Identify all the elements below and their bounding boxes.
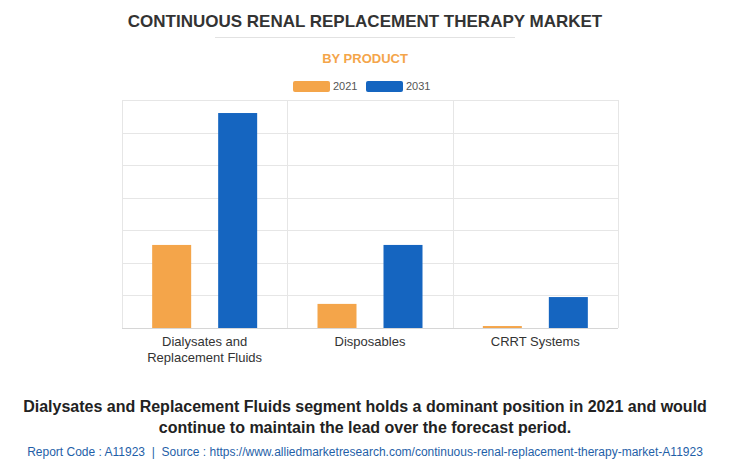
grid-line bbox=[122, 263, 618, 264]
grid-line bbox=[122, 165, 618, 166]
grid-line bbox=[122, 230, 618, 231]
grid-line bbox=[122, 100, 618, 101]
band-separator bbox=[122, 100, 123, 328]
x-tick-label: CRRT Systems bbox=[460, 334, 610, 350]
bar bbox=[152, 245, 191, 328]
page: {"chart_data": {"type": "bar", "title": … bbox=[0, 0, 730, 473]
legend-swatch bbox=[366, 81, 403, 92]
bars bbox=[152, 113, 588, 328]
x-axis bbox=[122, 328, 618, 329]
title-rule bbox=[215, 37, 515, 38]
band-separator bbox=[287, 100, 288, 328]
legend-swatch bbox=[293, 81, 330, 92]
legend-label: 2021 bbox=[333, 80, 357, 92]
x-tick-label: Dialysates and Replacement Fluids bbox=[130, 334, 280, 366]
bar bbox=[218, 113, 257, 328]
grid-line bbox=[122, 198, 618, 199]
legend: 2021 2031 bbox=[293, 80, 430, 92]
grid-line bbox=[122, 133, 618, 134]
band-separator bbox=[453, 100, 454, 328]
legend-label: 2031 bbox=[406, 80, 430, 92]
bar bbox=[549, 297, 588, 328]
grid-line bbox=[122, 328, 618, 329]
bar bbox=[384, 245, 423, 328]
band-separator bbox=[618, 100, 619, 328]
title: CONTINUOUS RENAL REPLACEMENT THERAPY MAR… bbox=[128, 12, 603, 31]
subtitle: BY PRODUCT bbox=[322, 51, 408, 66]
caption: Dialysates and Replacement Fluids segmen… bbox=[10, 396, 720, 438]
bar bbox=[318, 304, 357, 328]
source: Report Code : A11923 | Source : https://… bbox=[0, 445, 730, 459]
x-tick-label: Disposables bbox=[295, 334, 445, 350]
grid-line bbox=[122, 295, 618, 296]
bar bbox=[483, 326, 522, 328]
